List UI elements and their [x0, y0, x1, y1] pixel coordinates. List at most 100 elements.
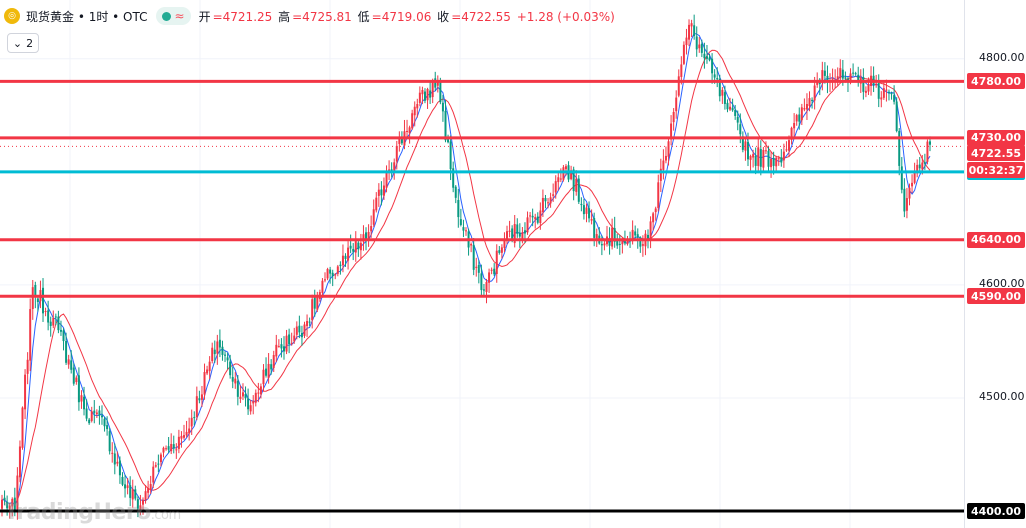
candle-body: [911, 182, 914, 187]
candle: [100, 405, 103, 425]
candle: [467, 228, 470, 256]
candle-body: [52, 318, 55, 326]
candle-body: [711, 58, 714, 74]
candle: [144, 484, 147, 504]
candle-body: [721, 89, 724, 96]
candle-body: [247, 398, 250, 410]
candle: [90, 406, 93, 423]
candle-body: [749, 156, 752, 160]
candle-body: [459, 219, 462, 225]
candle: [18, 440, 21, 483]
candle: [854, 71, 857, 76]
candle: [193, 411, 196, 426]
high-label: 高: [278, 9, 291, 24]
candle-body: [772, 158, 775, 166]
candle-body: [167, 446, 170, 450]
candle-body: [303, 324, 306, 336]
candle: [500, 244, 503, 259]
candle-body: [541, 197, 544, 213]
candle: [236, 374, 239, 406]
candle: [895, 97, 898, 133]
candle: [170, 433, 173, 455]
candle: [452, 161, 455, 193]
close-value: =4722.55: [451, 9, 511, 24]
candle-body: [439, 80, 442, 103]
candle-body: [570, 170, 573, 180]
candle: [903, 178, 906, 218]
candle: [234, 372, 237, 389]
candle-body: [298, 325, 301, 333]
candle-body: [149, 484, 152, 490]
candle: [585, 203, 588, 223]
candle: [488, 268, 491, 293]
candle-body: [257, 392, 260, 394]
candle-body: [475, 266, 478, 268]
candle-body: [805, 104, 808, 110]
candle-body: [775, 157, 778, 167]
chart-area[interactable]: [0, 0, 964, 528]
candle: [590, 209, 593, 225]
candle: [762, 147, 765, 172]
candle-body: [49, 321, 52, 326]
price-axis[interactable]: 4800.004700.004600.004500.004780.004730.…: [964, 0, 1026, 528]
candle-body: [521, 232, 524, 239]
candle: [821, 61, 824, 91]
candlestick-chart[interactable]: [0, 0, 964, 528]
candle-body: [313, 297, 316, 309]
candle: [775, 155, 778, 171]
candle: [31, 279, 34, 320]
candle: [54, 313, 57, 326]
candle-body: [3, 497, 6, 501]
candle-body: [393, 162, 396, 171]
candle-body: [329, 269, 332, 274]
candle-body: [649, 221, 652, 239]
candle: [800, 103, 803, 126]
candle: [926, 139, 929, 165]
candle: [908, 183, 911, 206]
candle: [293, 327, 296, 344]
candle-body: [744, 141, 747, 151]
candle: [200, 385, 203, 407]
candle-body: [377, 189, 380, 196]
symbol-title[interactable]: 现货黄金 • 1时 • OTC: [26, 9, 148, 24]
candle-body: [857, 74, 860, 82]
candle-body: [572, 169, 575, 192]
candle-body: [121, 476, 124, 485]
candle: [152, 461, 155, 489]
candle-body: [416, 104, 419, 109]
candle: [757, 136, 760, 174]
candle: [411, 109, 414, 130]
candle-body: [593, 218, 596, 238]
candle: [913, 162, 916, 185]
candle-body: [482, 289, 485, 291]
candle-body: [647, 234, 650, 240]
wave-icon: ≈: [174, 9, 185, 23]
candle: [334, 273, 337, 280]
candle-body: [690, 23, 693, 27]
candle-body: [877, 83, 880, 99]
candle-body: [147, 488, 150, 493]
candle: [367, 224, 370, 247]
candle-body: [746, 141, 749, 160]
candle: [811, 97, 814, 109]
candle: [36, 296, 39, 312]
candle-body: [921, 162, 924, 170]
candle: [852, 63, 855, 77]
candle: [575, 170, 578, 196]
candle-body: [913, 171, 916, 183]
candle-body: [85, 408, 88, 419]
candle-body: [454, 186, 457, 198]
candle: [344, 253, 347, 267]
candle-body: [608, 237, 611, 246]
candle: [890, 91, 893, 100]
candle-body: [308, 321, 311, 323]
candle-body: [1, 499, 3, 509]
candle: [752, 149, 755, 168]
indicators-toggle-button[interactable]: ⌄ 2: [7, 33, 39, 53]
candle: [406, 119, 409, 138]
candle-body: [62, 330, 65, 342]
candle: [498, 246, 501, 255]
candle-body: [324, 279, 327, 281]
market-status-pill[interactable]: ≈: [155, 7, 191, 25]
candle: [493, 263, 496, 277]
